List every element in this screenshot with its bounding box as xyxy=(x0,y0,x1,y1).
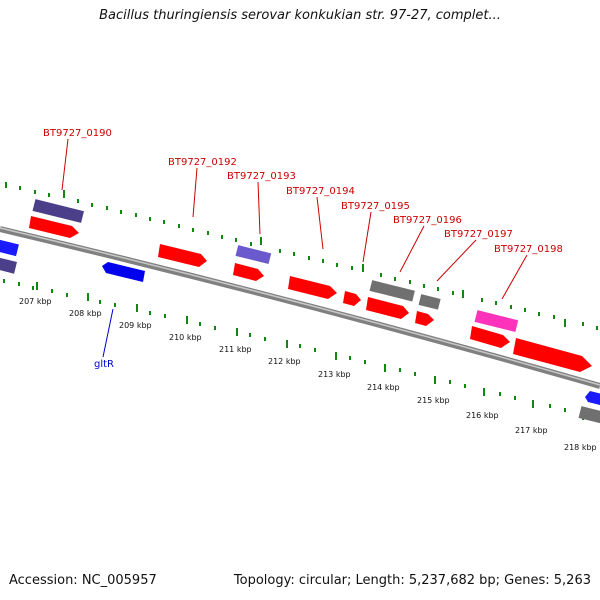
gene-label[interactable]: BT9727_0194 xyxy=(286,186,355,197)
kbp-label: 210 kbp xyxy=(169,333,202,342)
gene-labels: BT9727_0190 BT9727_0192 BT9727_0193 BT97… xyxy=(43,128,563,370)
kbp-label: 207 kbp xyxy=(19,297,52,306)
cds-arrow[interactable] xyxy=(513,338,592,372)
gene-label[interactable]: gltR xyxy=(94,359,114,370)
kbp-label: 218 kbp xyxy=(564,443,597,452)
gene-bar[interactable] xyxy=(369,280,415,302)
map-title: Bacillus thuringiensis serovar konkukian… xyxy=(99,8,501,23)
cds-arrow[interactable] xyxy=(415,311,434,326)
cds-arrow[interactable] xyxy=(233,263,264,281)
kbp-label: 212 kbp xyxy=(268,357,301,366)
cds-arrow[interactable] xyxy=(470,326,510,348)
label-leaders xyxy=(61,138,528,358)
topology-label: Topology: circular; Length: 5,237,682 bp… xyxy=(233,573,591,588)
gene-label[interactable]: BT9727_0196 xyxy=(393,215,462,226)
kbp-label: 214 kbp xyxy=(367,383,400,392)
gene-bar[interactable] xyxy=(578,406,600,424)
kbp-label: 213 kbp xyxy=(318,370,351,379)
kbp-label: 215 kbp xyxy=(417,396,450,405)
kbp-label: 209 kbp xyxy=(119,321,152,330)
inner-tick-ring xyxy=(3,279,598,420)
accession-label: Accession: NC_005957 xyxy=(9,573,157,588)
cds-arrow[interactable] xyxy=(366,297,409,319)
gene-bar[interactable] xyxy=(474,310,519,332)
gene-features xyxy=(0,199,600,424)
cds-arrow[interactable] xyxy=(29,216,79,238)
gene-label[interactable]: BT9727_0190 xyxy=(43,128,112,139)
kbp-label: 217 kbp xyxy=(515,426,548,435)
cds-arrow[interactable] xyxy=(158,244,207,267)
kbp-labels: 207 kbp 208 kbp 209 kbp 210 kbp 211 kbp … xyxy=(19,297,597,452)
gene-label[interactable]: BT9727_0195 xyxy=(341,201,410,212)
gene-label[interactable]: BT9727_0193 xyxy=(227,171,296,182)
genome-backbone-highlight xyxy=(0,227,600,386)
gene-arrow-reverse[interactable] xyxy=(102,262,145,282)
kbp-label: 208 kbp xyxy=(69,309,102,318)
gene-bar[interactable] xyxy=(0,257,17,274)
gene-label[interactable]: BT9727_0192 xyxy=(168,157,237,168)
gene-label[interactable]: BT9727_0198 xyxy=(494,244,563,255)
gene-bar[interactable] xyxy=(418,294,441,310)
cds-features xyxy=(29,216,592,372)
gene-bar[interactable] xyxy=(32,199,84,223)
cds-arrow[interactable] xyxy=(343,291,361,306)
genome-backbone xyxy=(0,226,600,389)
gene-bar[interactable] xyxy=(0,239,19,257)
gene-label[interactable]: BT9727_0197 xyxy=(444,229,513,240)
gene-bar[interactable] xyxy=(235,245,272,265)
cds-arrow[interactable] xyxy=(288,276,337,299)
kbp-label: 216 kbp xyxy=(466,411,499,420)
outer-tick-ring xyxy=(5,182,598,330)
kbp-label: 211 kbp xyxy=(219,345,252,354)
gene-arrow-reverse[interactable] xyxy=(585,391,600,405)
